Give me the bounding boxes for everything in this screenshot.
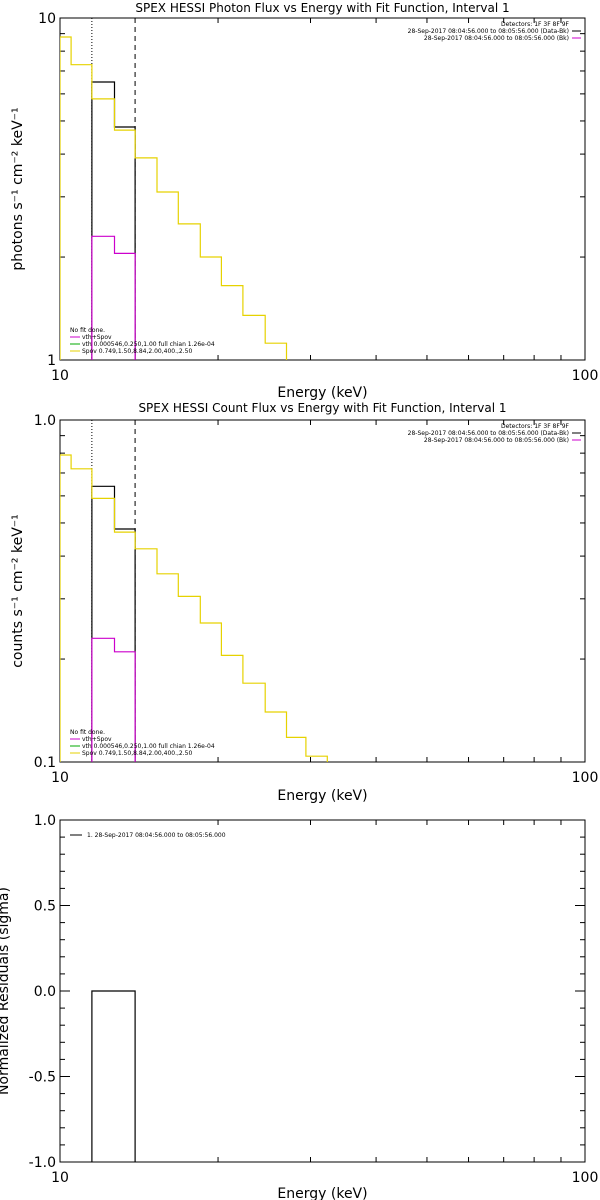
plot-frame xyxy=(59,419,586,763)
series-residuals-histogram xyxy=(91,990,136,1162)
legend-top-entry: 28-Sep-2017 08:04:56.000 to 08:05:56.000… xyxy=(408,28,569,35)
x-axis-label: Energy (keV) xyxy=(277,788,367,804)
chart-title: SPEX HESSI Photon Flux vs Energy with Fi… xyxy=(135,1,509,15)
legend-bottom-entry: vth+Spov xyxy=(82,736,112,743)
x-tick-label: 10 xyxy=(51,1170,69,1186)
legend-bottom-entry: No fit done. xyxy=(70,729,105,736)
y-tick-label: -0.5 xyxy=(29,1070,56,1086)
chart-panel-1: SPEX HESSI Photon Flux vs Energy with Fi… xyxy=(10,1,598,401)
legend-left-entry: 1. 28-Sep-2017 08:04:56.000 to 08:05:56.… xyxy=(87,832,226,839)
y-tick-label: 10 xyxy=(38,11,56,27)
series-spec-histogram xyxy=(60,454,328,762)
y-tick-label: -1.0 xyxy=(29,1155,56,1171)
chart-panel-2: SPEX HESSI Count Flux vs Energy with Fit… xyxy=(10,401,598,804)
legend-bottom-entry: vth 0.000546,0.250,1.00 full chian 1.26e… xyxy=(82,743,215,750)
legend-top-entry: 28-Sep-2017 08:04:56.000 to 08:05:56.000… xyxy=(424,437,569,444)
series-spec-histogram xyxy=(60,36,288,360)
y-tick-label: 1.0 xyxy=(34,413,56,429)
plot-frame xyxy=(59,819,586,1163)
x-tick-label: 100 xyxy=(572,770,599,786)
x-tick-label: 10 xyxy=(51,368,69,384)
y-axis-label: Normalized Residuals (sigma) xyxy=(0,887,12,1095)
y-axis-label: counts s⁻¹ cm⁻² keV⁻¹ xyxy=(10,514,26,668)
y-tick-label: 0.5 xyxy=(34,899,56,915)
y-axis-label: photons s⁻¹ cm⁻² keV⁻¹ xyxy=(10,107,26,270)
legend-bottom-entry: No fit done. xyxy=(70,327,105,334)
x-tick-label: 100 xyxy=(572,368,599,384)
legend-top-entry: Detectors: 1F 3F 8F 9F xyxy=(501,21,570,28)
series-back-histogram xyxy=(91,235,136,360)
chart-panel-3: Energy (keV) Normalized Residuals (sigma)… xyxy=(0,813,598,1200)
x-tick-label: 100 xyxy=(572,1170,599,1186)
legend-top-entry: 28-Sep-2017 08:04:56.000 to 08:05:56.000… xyxy=(408,430,569,437)
series-data-histogram xyxy=(91,81,136,360)
y-tick-label: 1.0 xyxy=(34,813,56,829)
legend-bottom-entry: vth 0.000546,0.250,1.00 full chian 1.26e… xyxy=(82,341,215,348)
plot-frame xyxy=(59,17,586,361)
legend-top-entry: 28-Sep-2017 08:04:56.000 to 08:05:56.000… xyxy=(424,35,569,42)
legend-bottom-entry: Spov 0.749,1.50,8.84,2.00,400.,2.50 xyxy=(82,750,192,757)
x-axis-label: Energy (keV) xyxy=(277,385,367,401)
legend-bottom-entry: vth+Spov xyxy=(82,334,112,341)
x-tick-label: 10 xyxy=(51,770,69,786)
legend-bottom-entry: Spov 0.749,1.50,8.84,2.00,400.,2.50 xyxy=(82,348,192,355)
y-tick-label: 0.0 xyxy=(34,984,56,1000)
y-tick-label: 1 xyxy=(47,353,56,369)
series-back-histogram xyxy=(91,637,136,762)
x-axis-label: Energy (keV) xyxy=(277,1186,367,1200)
series-data-histogram xyxy=(91,485,136,762)
y-tick-label: 0.1 xyxy=(34,755,56,771)
chart-title: SPEX HESSI Count Flux vs Energy with Fit… xyxy=(138,401,506,415)
legend-top-entry: Detectors: 1F 3F 8F 9F xyxy=(501,423,570,430)
